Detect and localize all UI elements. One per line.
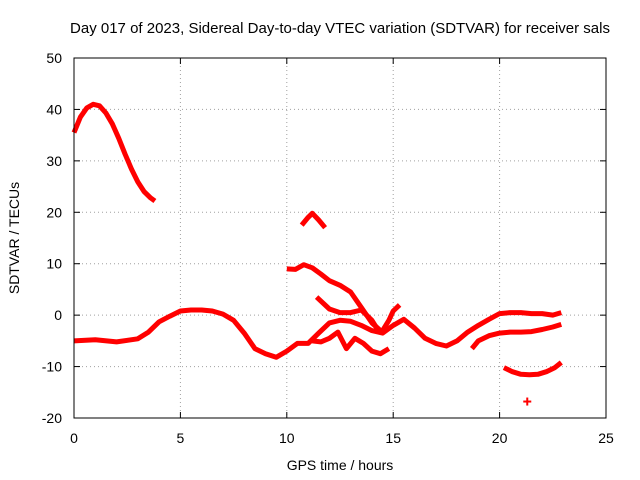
x-tick-label: 0	[70, 430, 78, 446]
chart-title: Day 017 of 2023, Sidereal Day-to-day VTE…	[70, 20, 610, 37]
series-layer	[71, 101, 563, 406]
x-tick-label: 10	[279, 430, 295, 446]
plot-frame	[73, 57, 607, 419]
y-tick-label: 40	[46, 101, 62, 117]
series-line	[286, 262, 383, 333]
series-point	[523, 397, 532, 406]
series-line	[502, 360, 563, 378]
series-line	[73, 307, 563, 360]
series-line	[469, 322, 563, 351]
grid	[74, 58, 606, 418]
y-axis-title: SDTVAR / TECUs	[6, 182, 22, 294]
y-tick-label: 10	[46, 256, 62, 272]
y-tick-label: 0	[54, 307, 62, 323]
series-line	[312, 329, 391, 357]
y-tick-label: -20	[42, 410, 62, 426]
x-tick-label: 25	[598, 430, 614, 446]
axis-ticks	[73, 57, 607, 419]
series-line	[71, 101, 157, 204]
x-tick-label: 5	[177, 430, 185, 446]
series-line	[299, 210, 328, 230]
x-axis-title: GPS time / hours	[287, 457, 394, 473]
x-tick-label: 15	[385, 430, 401, 446]
y-tick-label: -10	[42, 359, 62, 375]
x-tick-label: 20	[492, 430, 508, 446]
y-tick-label: 20	[46, 204, 62, 220]
tick-labels: 0 5 10 15 20 25 -20 -10 0 10 20 30 40 50	[42, 50, 614, 446]
y-tick-label: 50	[46, 50, 62, 66]
y-tick-label: 30	[46, 153, 62, 169]
